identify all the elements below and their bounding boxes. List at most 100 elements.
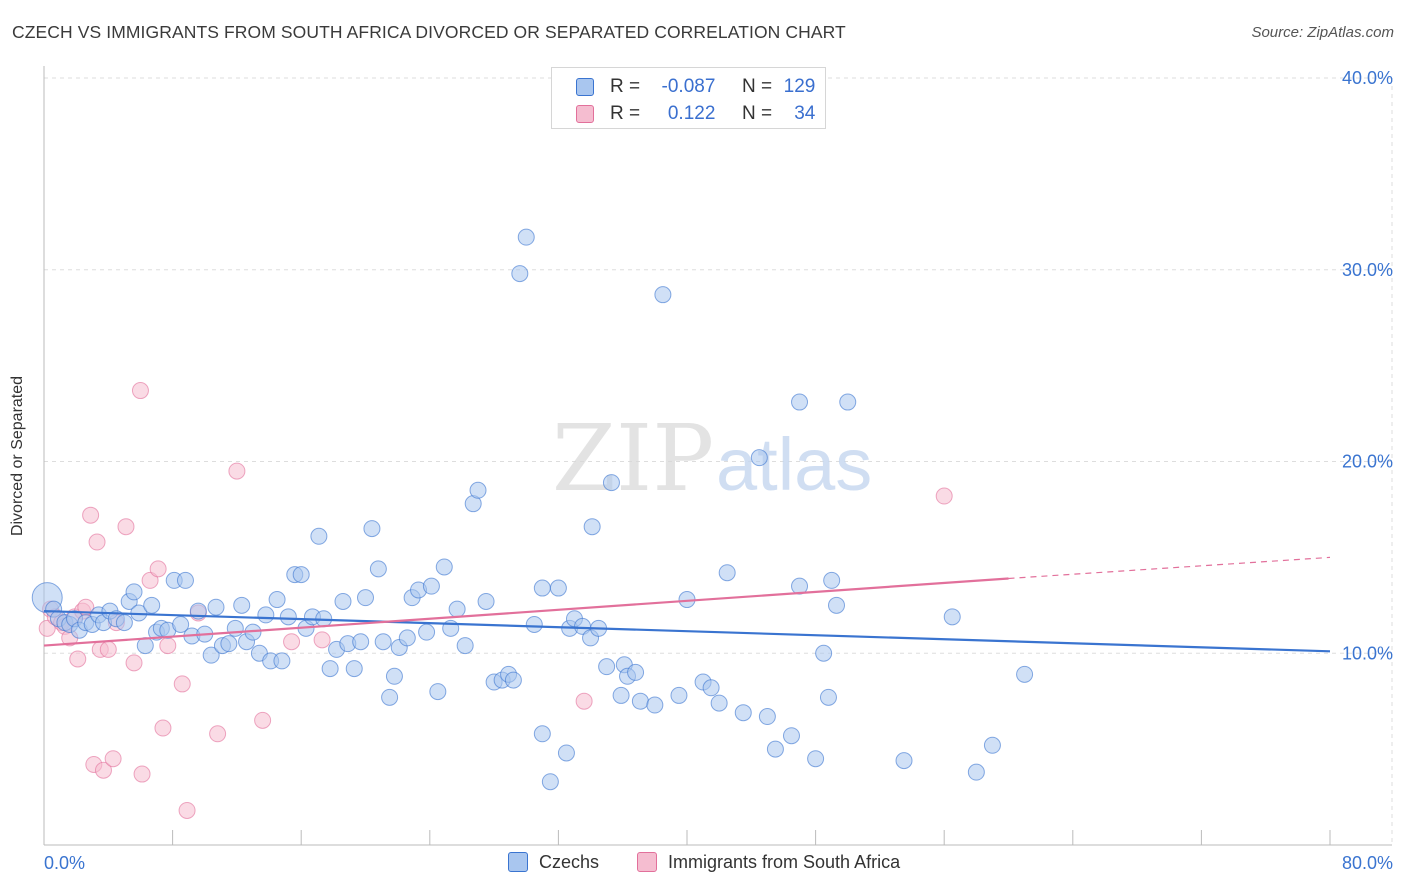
y-tick-label: 30.0% [1342,260,1393,280]
czechs-point [172,615,190,633]
czechs-point [504,671,522,689]
czechs-point [469,481,487,499]
south-africa-point [313,631,331,649]
czechs-point [533,579,551,597]
czechs-point [791,577,809,595]
czechs-point [220,635,238,653]
czechs-point [268,591,286,609]
czechs-point [827,596,845,614]
czechs-point [435,558,453,576]
czechs-point [967,763,985,781]
czechs-point [517,228,535,246]
czechs-point [750,449,768,467]
south-africa-point [82,506,100,524]
czechs-point [369,560,387,578]
czechs-point [202,646,220,664]
czechs-point [257,606,275,624]
czechs-point [352,633,370,651]
czechs-point [702,679,720,697]
south-africa-point [133,765,151,783]
south-africa-point [69,650,87,668]
czechs-point [448,600,466,618]
y-tick-label: 40.0% [1342,68,1393,88]
czechs-point [557,744,575,762]
czechs-point [1016,665,1034,683]
czechs-trend-line [43,609,1331,653]
czechs-point [292,566,310,584]
watermark-atlas: atlas [716,423,872,506]
south-africa-point [88,533,106,551]
pink-swatch-icon [637,852,657,872]
n-value: 34 [794,103,816,124]
n-value: 129 [783,76,816,97]
n-label: N = [741,103,773,124]
stats-legend: R = -0.087 N = 129 R = 0.122 N = 34 [551,67,826,129]
czechs-point [334,592,352,610]
czechs-point [670,686,688,704]
czechs-point [398,629,416,647]
czechs-point [357,589,374,607]
czechs-point [143,596,161,614]
source-credit: Source: ZipAtlas.com [1251,24,1394,41]
south-africa-point [254,711,272,729]
czechs-point [791,393,809,411]
south-africa-point [173,675,191,693]
czechs-point [612,686,630,704]
czechs-point [734,704,752,722]
blue-swatch-icon [576,78,594,96]
czechs-point [477,592,495,610]
czechs-point [602,474,620,492]
czechs-point [533,725,551,743]
n-label: N = [741,76,773,97]
south-africa-trend-extension [1008,556,1331,580]
chart-title: CZECH VS IMMIGRANTS FROM SOUTH AFRICA DI… [12,22,846,42]
czechs-point [511,265,529,283]
pink-swatch-icon [576,105,594,123]
south-africa-point [131,382,149,400]
czechs-point [418,623,436,641]
south-africa-point [117,518,135,536]
south-africa-point [104,750,122,768]
south-africa-point [149,560,167,578]
r-value: 0.122 [667,103,716,124]
czechs-point [125,583,143,601]
czechs-point [943,608,961,626]
czechs-point [310,527,328,545]
czechs-point [815,644,833,662]
czechs-point [115,614,133,632]
south-africa-trend-line [43,577,1009,647]
czechs-point [646,696,664,714]
south-africa-point [283,633,301,651]
south-africa-point [178,801,196,819]
r-label: R = [610,76,641,97]
south-africa-point [935,487,953,505]
czechs-point [321,660,339,678]
czechs-point [176,571,194,589]
czechs-point [598,658,616,676]
czechs-point [583,518,601,536]
czechs-point [839,393,857,411]
south-africa-point [38,619,56,637]
legend-label: Czechs [539,852,600,872]
czechs-point [895,752,913,770]
czechs-point [631,692,649,710]
czechs-point [385,667,403,685]
y-tick-label: 20.0% [1342,452,1393,472]
czechs-point [279,608,297,626]
south-africa-point [141,571,159,589]
r-label: R = [610,103,641,124]
czechs-point [345,660,363,678]
czechs-point [541,773,559,791]
czechs-point [363,520,381,538]
czechs-point [823,571,841,589]
r-value: -0.087 [661,76,716,97]
czechs-point [766,740,784,758]
south-africa-point [159,637,177,655]
czechs-point [710,694,728,712]
south-africa-point [125,654,143,672]
czechs-point [381,688,399,706]
south-africa-point [228,462,246,480]
czechs-point [758,708,776,726]
czechs-point [273,652,291,670]
